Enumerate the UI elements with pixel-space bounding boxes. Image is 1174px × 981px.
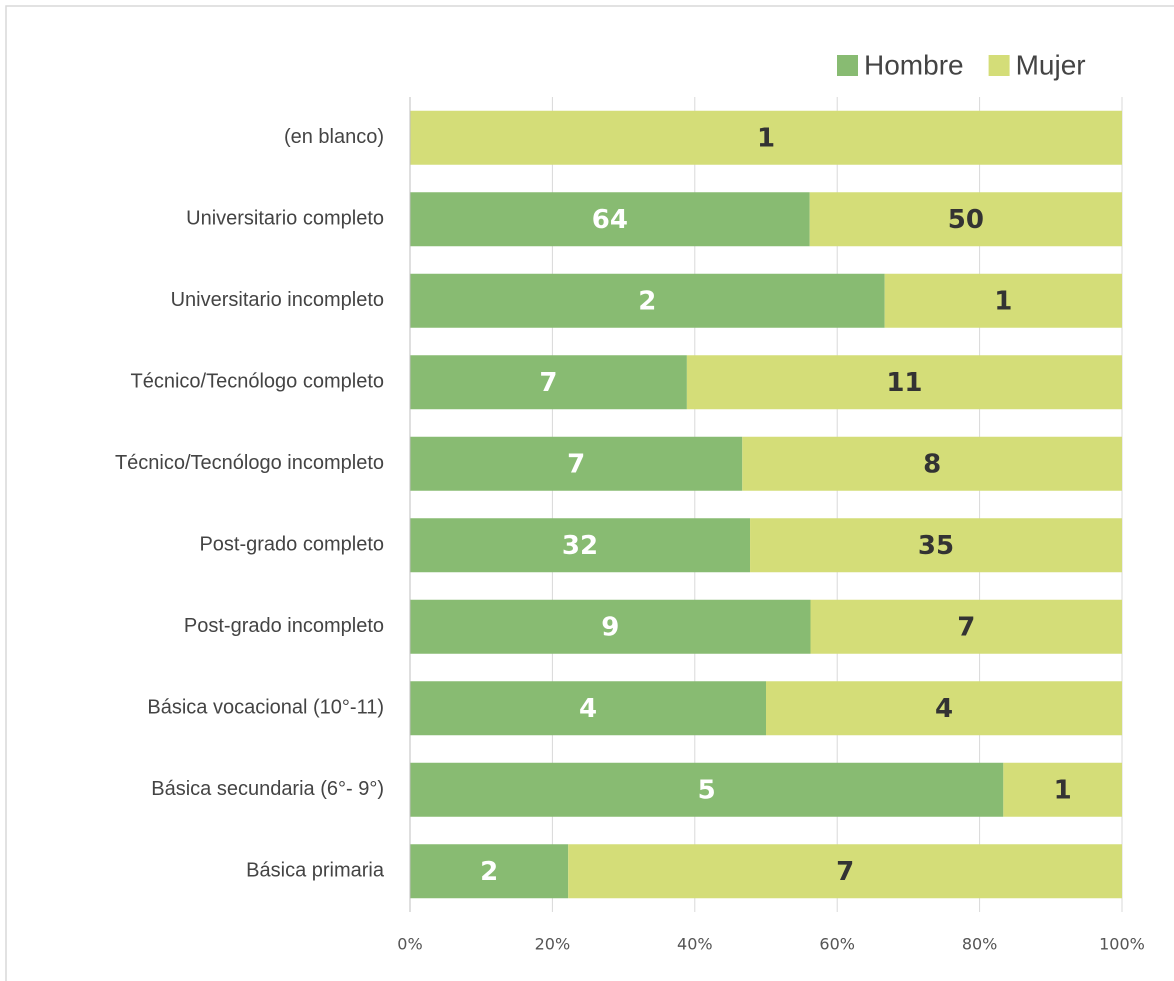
y-tick-label: Técnico/Tecnólogo completo [131, 371, 384, 393]
bar-segment [568, 844, 1122, 899]
data-label: 7 [567, 449, 585, 479]
data-label: 11 [886, 368, 922, 398]
data-label: 9 [601, 612, 619, 642]
data-label: 50 [948, 205, 984, 235]
bar-segment [809, 192, 1122, 247]
legend-swatch [988, 55, 1010, 76]
bar-segment [810, 599, 1122, 654]
y-tick-label: Básica primaria [246, 860, 385, 882]
data-label: 8 [923, 449, 941, 479]
frame [5, 5, 1174, 981]
x-tick-label: 60% [819, 935, 855, 954]
y-tick-label: Técnico/Tecnólogo incompleto [115, 452, 384, 474]
x-tick-label: 100% [1099, 935, 1145, 954]
bar-segment [410, 762, 1004, 817]
data-label: 32 [562, 531, 598, 561]
y-tick-label: Básica vocacional (10°-11) [147, 697, 384, 719]
bar-segment [410, 844, 569, 899]
legend-label: Hombre [864, 49, 964, 80]
y-tick-label: Post-grado completo [199, 534, 384, 556]
y-tick-label: Post-grado incompleto [184, 615, 384, 637]
y-tick-label: (en blanco) [284, 126, 384, 148]
bar-segment [410, 192, 810, 247]
bar-segment [410, 110, 1122, 165]
bar-segment [686, 355, 1122, 410]
data-label: 4 [935, 694, 953, 724]
data-label: 1 [1054, 775, 1072, 805]
data-label: 64 [592, 205, 628, 235]
data-label: 35 [918, 531, 954, 561]
bar-segment [410, 518, 751, 573]
data-label: 1 [994, 286, 1012, 316]
x-tick-label: 0% [397, 935, 422, 954]
data-label: 7 [836, 857, 854, 887]
data-label: 1 [757, 123, 775, 153]
bar-segment [410, 273, 885, 328]
x-tick-label: 20% [535, 935, 571, 954]
x-tick-label: 80% [962, 935, 998, 954]
bar-segment [410, 599, 811, 654]
data-label: 2 [480, 857, 498, 887]
x-tick-label: 40% [677, 935, 713, 954]
data-label: 7 [539, 368, 557, 398]
bar-segment [742, 436, 1122, 491]
bar-segment [766, 681, 1122, 736]
bar-segment [410, 355, 687, 410]
data-label: 2 [638, 286, 656, 316]
legend-label: Mujer [1016, 49, 1086, 80]
data-label: 5 [698, 775, 716, 805]
y-tick-label: Universitario completo [186, 208, 384, 230]
bar-segment [410, 436, 743, 491]
bar-segment [750, 518, 1122, 573]
bar-segment [410, 681, 766, 736]
legend-swatch [837, 55, 858, 76]
y-tick-label: Universitario incompleto [171, 289, 384, 311]
bar-segment [884, 273, 1122, 328]
y-tick-label: Básica secundaria (6°- 9°) [151, 778, 384, 800]
data-label: 4 [579, 694, 597, 724]
data-label: 7 [957, 612, 975, 642]
bar-segment [1003, 762, 1122, 817]
